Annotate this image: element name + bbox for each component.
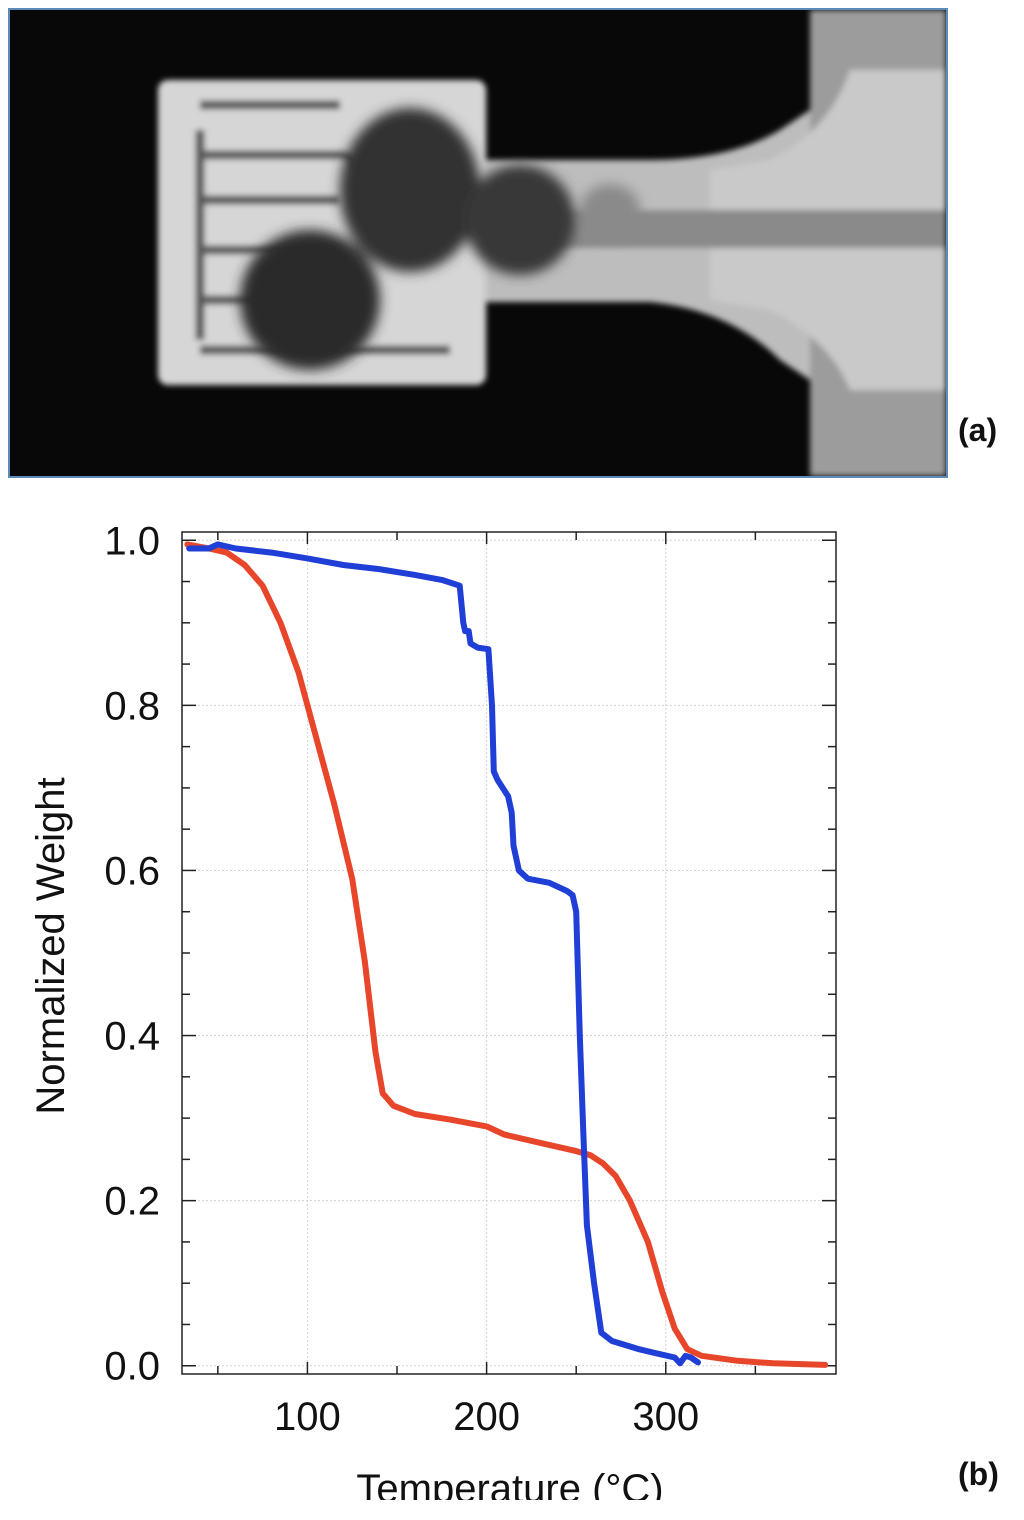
y-tick-label: 0.6 [104,849,160,893]
series-line-2 [186,541,701,1367]
x-tick-label: 100 [274,1395,341,1439]
chart-grid [182,532,836,1374]
x-tick-label: 300 [632,1395,699,1439]
y-tick-label: 0.8 [104,684,160,728]
y-tick-label: 0.2 [104,1180,160,1224]
minor-ticks [182,532,836,1374]
y-tick-labels: 0.0 0.2 0.4 0.6 0.8 1.0 [104,519,160,1388]
series-line-1 [184,541,829,1368]
tga-chart: 100 200 300 0.0 0.2 0.4 0.6 0.8 1.0 Temperature… [29,519,837,1500]
panel-label-a: (a) [958,412,998,448]
plot-frame [181,531,837,1375]
panel-label-b: (b) [958,1456,999,1492]
y-tick-label: 1.0 [104,519,160,563]
x-tick-label: 200 [453,1395,520,1439]
microscope-image-graphic [10,10,946,476]
x-tick-labels: 100 200 300 [274,1395,699,1439]
y-axis-label: Normalized Weight [29,777,73,1114]
x-axis-label: Temperature (°C) [356,1467,663,1500]
y-tick-label: 0.0 [104,1345,160,1389]
series-layer [184,541,829,1368]
micrograph-image [8,8,948,478]
y-tick-label: 0.4 [104,1015,160,1059]
